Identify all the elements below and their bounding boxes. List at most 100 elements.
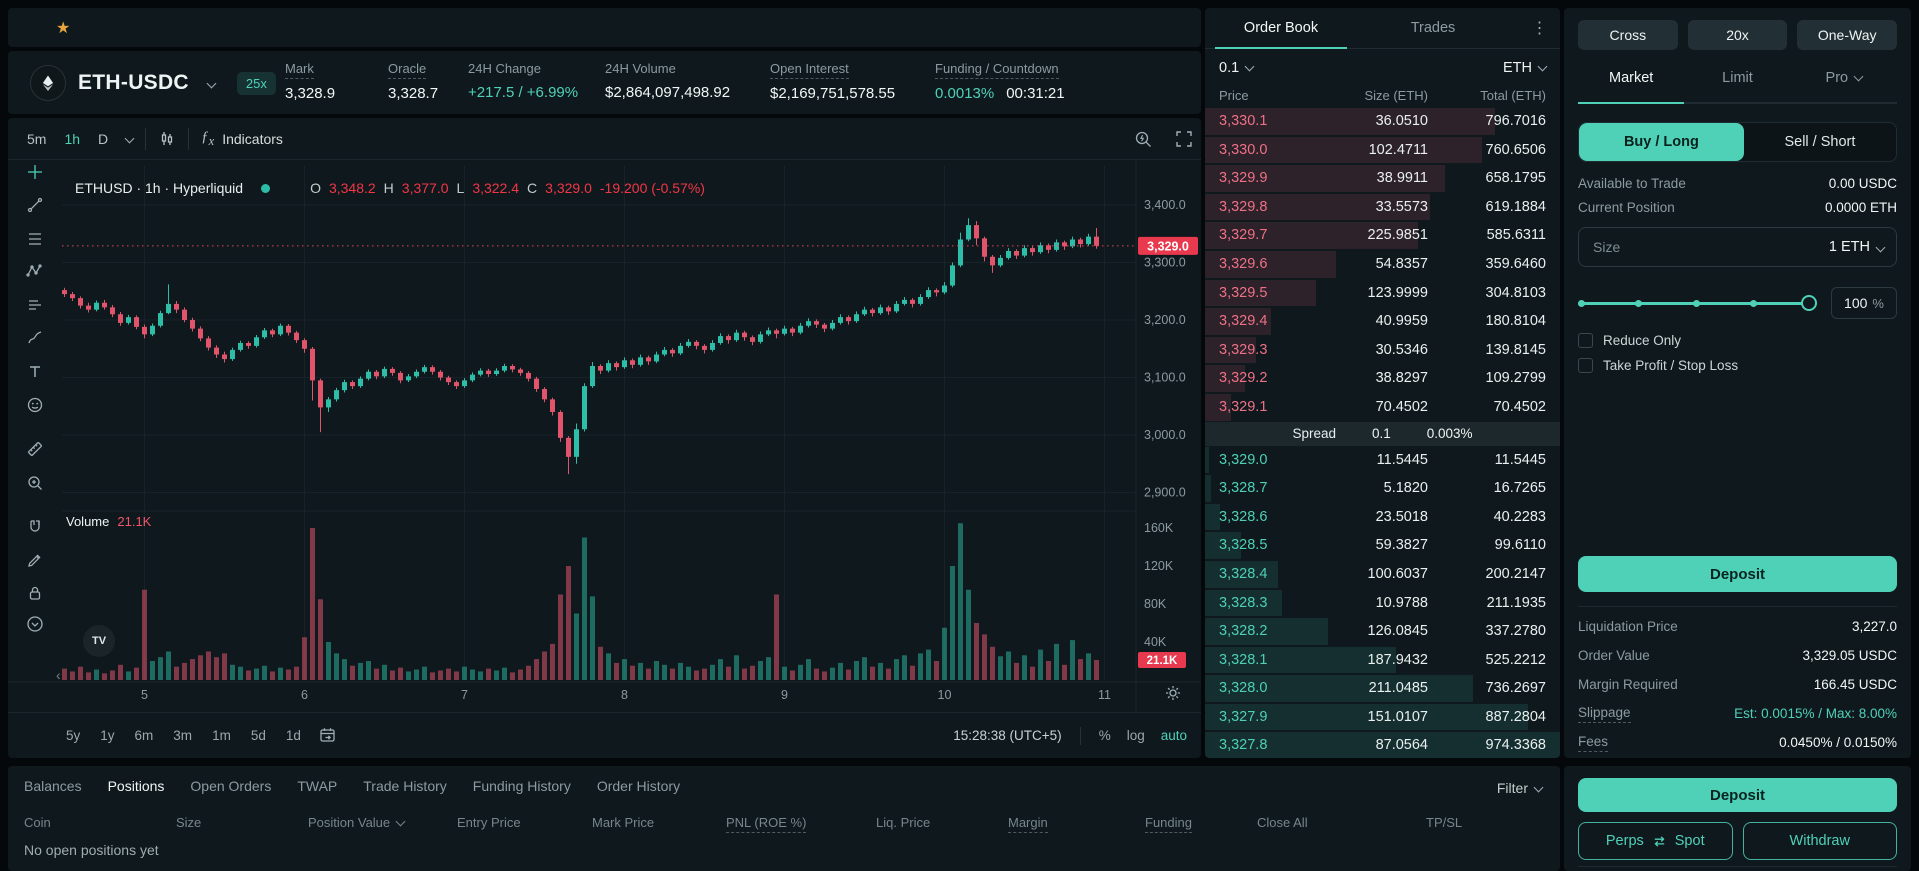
pair-selector[interactable]: ETH-USDC 25x [30, 65, 276, 101]
brush-icon[interactable] [26, 329, 44, 347]
depth-bar [1205, 393, 1231, 421]
perps-spot-transfer-button[interactable]: Perps Spot [1578, 822, 1733, 860]
chart-clock[interactable]: 15:28:38 (UTC+5) [953, 728, 1062, 743]
quick-search-icon[interactable] [1134, 130, 1153, 149]
ask-row[interactable]: 3,329.7 225.9851 585.6311 [1205, 221, 1560, 250]
buy-long-button[interactable]: Buy / Long [1579, 123, 1744, 161]
tab-positions[interactable]: Positions [107, 778, 165, 794]
leverage-button[interactable]: 20x [1687, 20, 1788, 50]
bid-row[interactable]: 3,328.6 23.5018 40.2283 [1205, 503, 1560, 532]
fullscreen-icon[interactable] [1175, 130, 1193, 148]
candle-style-icon[interactable] [158, 130, 176, 148]
chart-toolbar: 5m 1h D ƒx Indicators [8, 118, 1201, 160]
ask-row[interactable]: 3,330.0 102.4711 760.6506 [1205, 136, 1560, 165]
slider-percent-box[interactable]: 100 % [1831, 287, 1897, 319]
projection-icon[interactable] [26, 296, 44, 314]
tab-twap[interactable]: TWAP [297, 778, 338, 794]
interval-5m[interactable]: 5m [27, 130, 47, 147]
xabcd-pattern-icon[interactable] [26, 262, 44, 280]
tab-balances[interactable]: Balances [24, 778, 82, 794]
filter-button[interactable]: Filter [1497, 780, 1544, 796]
tick-size-select[interactable]: 0.1 [1219, 60, 1255, 76]
bid-row[interactable]: 3,328.4 100.6037 200.2147 [1205, 560, 1560, 589]
range-1y[interactable]: 1y [100, 728, 115, 743]
more-icon[interactable] [26, 615, 44, 633]
interval-chevron-icon[interactable] [124, 133, 135, 144]
reduce-only-checkbox[interactable]: Reduce Only [1578, 333, 1897, 348]
bid-total: 887.2804 [1485, 708, 1546, 725]
withdraw-button[interactable]: Withdraw [1742, 822, 1897, 860]
tab-trade-history[interactable]: Trade History [363, 778, 447, 794]
tab-open-orders[interactable]: Open Orders [190, 778, 272, 794]
tab-market[interactable]: Market [1609, 70, 1654, 86]
kebab-menu-icon[interactable]: ⋮ [1531, 20, 1549, 37]
bid-row[interactable]: 3,328.1 187.9432 525.2212 [1205, 646, 1560, 675]
ask-row[interactable]: 3,329.3 30.5346 139.8145 [1205, 336, 1560, 365]
range-6m[interactable]: 6m [134, 728, 154, 743]
tab-limit[interactable]: Limit [1722, 70, 1753, 86]
scale-auto[interactable]: auto [1160, 728, 1187, 743]
tab-trades[interactable]: Trades [1410, 20, 1456, 36]
scale-log[interactable]: log [1126, 728, 1145, 743]
ask-row[interactable]: 3,329.8 33.5573 619.1884 [1205, 193, 1560, 222]
size-slider[interactable] [1578, 294, 1817, 312]
star-icon[interactable]: ★ [56, 19, 71, 37]
bid-row[interactable]: 3,328.5 59.3827 99.6110 [1205, 531, 1560, 560]
interval-1d[interactable]: D [98, 130, 109, 147]
size-input[interactable] [1591, 238, 1829, 256]
bid-row[interactable]: 3,327.8 87.0564 974.3368 [1205, 731, 1560, 758]
sell-short-button[interactable]: Sell / Short [1784, 134, 1856, 150]
range-1m[interactable]: 1m [212, 728, 231, 743]
checkbox-icon [1578, 358, 1593, 373]
magnet-icon[interactable] [26, 518, 44, 536]
trend-line-icon[interactable] [26, 196, 44, 214]
tab-order-history[interactable]: Order History [596, 778, 681, 794]
chart-settings-gear-icon[interactable] [1164, 684, 1182, 702]
ask-row[interactable]: 3,329.4 40.9959 180.8104 [1205, 307, 1560, 336]
collapse-toolbar-icon[interactable]: ‹ [56, 667, 61, 683]
zoom-in-icon[interactable] [26, 474, 44, 492]
size-unit-select[interactable]: 1 ETH [1829, 239, 1886, 255]
bid-row[interactable]: 3,328.7 5.1820 16.7265 [1205, 474, 1560, 503]
interval-1h[interactable]: 1h [64, 130, 81, 147]
bid-row[interactable]: 3,328.2 126.0845 337.2780 [1205, 617, 1560, 646]
ask-row[interactable]: 3,330.1 36.0510 796.7016 [1205, 107, 1560, 136]
range-3m[interactable]: 3m [173, 728, 193, 743]
deposit-button[interactable]: Deposit [1578, 556, 1897, 592]
range-5y[interactable]: 5y [66, 728, 81, 743]
position-mode-button[interactable]: One-Way [1797, 20, 1898, 50]
crosshair-icon[interactable] [26, 163, 44, 181]
scale-percent[interactable]: % [1098, 728, 1111, 743]
unit-select[interactable]: ETH [1503, 60, 1548, 76]
deposit-button-2[interactable]: Deposit [1578, 778, 1897, 812]
ask-total: 139.8145 [1485, 341, 1546, 358]
price-chart-canvas[interactable]: 3,400.0 3,300.0 3,200.0 3,100.0 3,000.0 2,900… [8, 118, 1201, 758]
tab-funding-history[interactable]: Funding History [472, 778, 571, 794]
ask-row[interactable]: 3,329.5 123.9999 304.8103 [1205, 279, 1560, 308]
go-to-date-icon[interactable] [319, 727, 338, 744]
emoji-icon[interactable] [26, 396, 44, 414]
range-1d[interactable]: 1d [285, 728, 301, 743]
tradingview-logo[interactable]: TV [83, 625, 115, 657]
stat-value: +217.5 / +6.99% [468, 84, 579, 101]
bid-row[interactable]: 3,329.0 11.5445 11.5445 [1205, 446, 1560, 475]
ruler-icon[interactable] [26, 440, 44, 458]
tab-pro[interactable]: Pro [1791, 70, 1897, 86]
fib-retracement-icon[interactable] [26, 230, 44, 248]
tpsl-checkbox[interactable]: Take Profit / Stop Loss [1578, 358, 1897, 373]
text-icon[interactable] [26, 363, 44, 381]
bid-row[interactable]: 3,327.9 151.0107 887.2804 [1205, 703, 1560, 732]
drawing-edit-icon[interactable] [26, 551, 44, 569]
slider-handle[interactable] [1801, 295, 1817, 311]
tab-order-book[interactable]: Order Book [1205, 8, 1357, 49]
indicators-button[interactable]: ƒx Indicators [201, 129, 283, 149]
ask-row[interactable]: 3,329.2 38.8297 109.2799 [1205, 364, 1560, 393]
range-5d[interactable]: 5d [250, 728, 266, 743]
ask-row[interactable]: 3,329.1 70.4502 70.4502 [1205, 393, 1560, 422]
ask-row[interactable]: 3,329.6 54.8357 359.6460 [1205, 250, 1560, 279]
margin-mode-button[interactable]: Cross [1578, 20, 1678, 50]
lock-icon[interactable] [26, 584, 44, 602]
ask-row[interactable]: 3,329.9 38.9911 658.1795 [1205, 164, 1560, 193]
bid-row[interactable]: 3,328.3 10.9788 211.1935 [1205, 589, 1560, 618]
bid-row[interactable]: 3,328.0 211.0485 736.2697 [1205, 674, 1560, 703]
